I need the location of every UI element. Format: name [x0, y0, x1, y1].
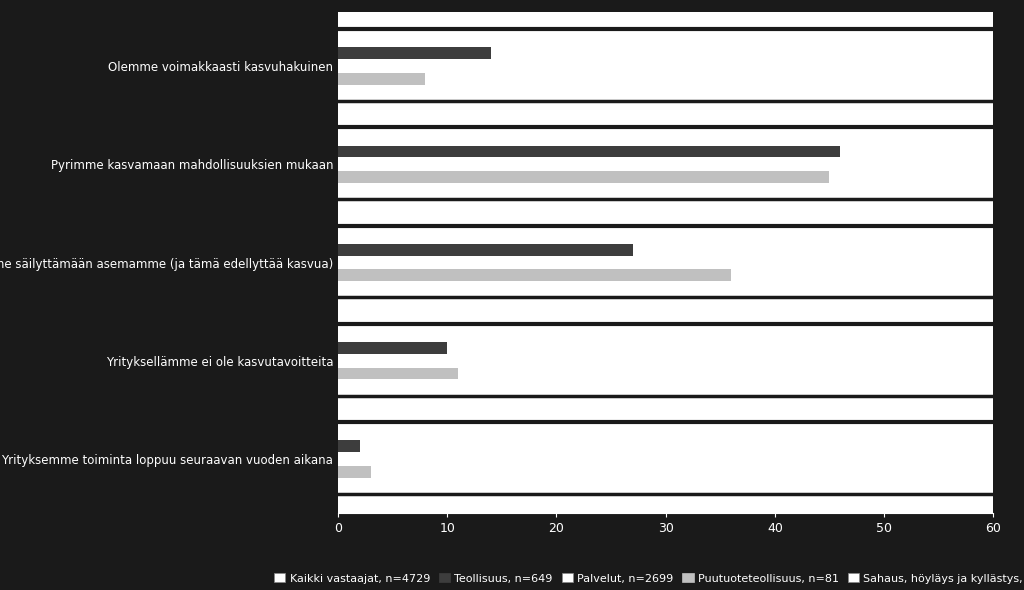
Text: 7: 7: [419, 87, 427, 97]
Text: 14: 14: [496, 48, 511, 58]
Text: 3: 3: [375, 480, 383, 490]
Bar: [338, 381, 458, 392]
Bar: [338, 428, 359, 440]
Bar: [338, 73, 425, 85]
Text: 11: 11: [463, 61, 478, 71]
Bar: [338, 257, 654, 268]
Text: 46: 46: [845, 146, 860, 156]
Text: 39: 39: [768, 134, 783, 144]
Text: 11: 11: [463, 35, 478, 45]
Bar: [338, 231, 666, 243]
Bar: [338, 47, 490, 59]
Bar: [338, 133, 764, 145]
Text: 18: 18: [539, 330, 554, 340]
Bar: [338, 60, 458, 72]
Text: 39: 39: [768, 159, 783, 169]
Text: 2: 2: [365, 454, 372, 464]
Bar: [338, 282, 829, 294]
Text: 10: 10: [452, 343, 467, 353]
Bar: [338, 35, 458, 47]
Bar: [338, 270, 731, 281]
Text: 27: 27: [637, 245, 652, 255]
Bar: [338, 244, 633, 255]
Bar: [338, 478, 371, 490]
Bar: [338, 342, 447, 354]
Text: 48: 48: [866, 185, 883, 195]
Text: 2: 2: [365, 428, 372, 438]
Text: 30: 30: [670, 232, 685, 242]
Bar: [338, 368, 458, 379]
Bar: [338, 146, 841, 158]
Text: 11: 11: [463, 381, 478, 391]
Bar: [338, 158, 764, 170]
Text: 29: 29: [659, 258, 675, 267]
Bar: [338, 86, 415, 97]
Bar: [338, 466, 371, 478]
Text: 19: 19: [550, 356, 565, 366]
Text: 3: 3: [375, 467, 383, 477]
Bar: [338, 453, 359, 465]
Text: 11: 11: [463, 369, 478, 379]
Text: 36: 36: [735, 270, 751, 280]
Bar: [338, 355, 546, 367]
Bar: [338, 171, 829, 183]
Text: 2: 2: [365, 441, 372, 451]
Bar: [338, 329, 535, 341]
Text: 45: 45: [834, 283, 849, 293]
Text: 8: 8: [430, 74, 437, 84]
Legend: Kaikki vastaajat, n=4729, Teollisuus, n=649, Palvelut, n=2699, Puutuoteteollisuu: Kaikki vastaajat, n=4729, Teollisuus, n=…: [269, 569, 1024, 588]
Bar: [338, 440, 359, 452]
Bar: [338, 184, 862, 196]
Text: 45: 45: [834, 172, 849, 182]
